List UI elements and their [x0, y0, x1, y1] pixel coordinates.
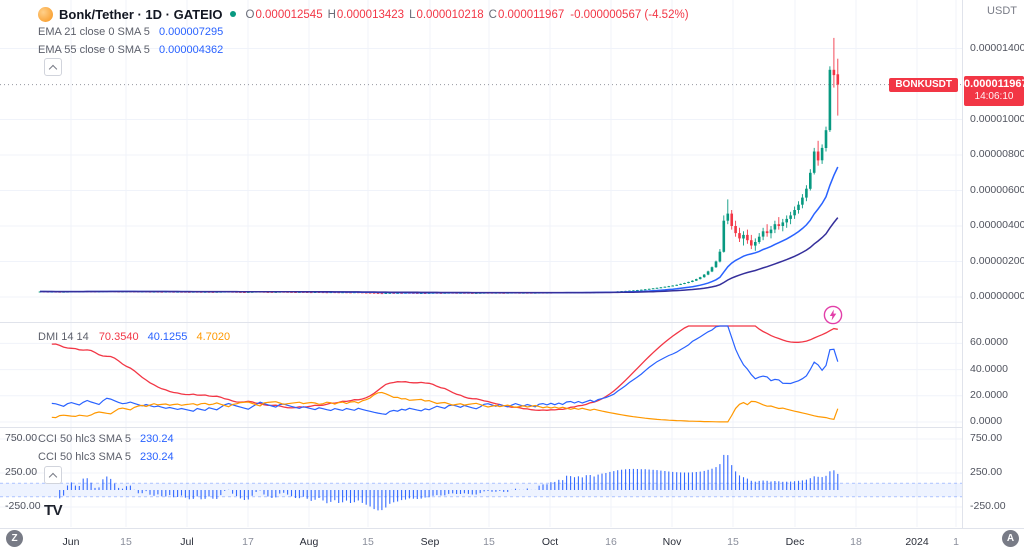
ohlc-label: H — [327, 9, 336, 21]
time-label: 18 — [850, 536, 862, 548]
pane-separator[interactable] — [0, 427, 1024, 428]
ohlc-value: 0.000012545 — [255, 9, 323, 21]
time-label: 1 — [953, 536, 959, 548]
scale-tick: 0.0000 — [970, 415, 1003, 427]
time-label: 17 — [242, 536, 254, 548]
scale-tick: 250.00 — [970, 466, 1003, 478]
study-legend-ema55: EMA 55 close 0 SMA 5 0.000004362 — [38, 44, 223, 56]
adjust-badge[interactable]: A — [1002, 530, 1019, 547]
time-label: Jun — [62, 536, 80, 548]
chart-legend: Bonk/Tether · 1D · GATEIO O0.000012545 H0… — [38, 5, 689, 23]
scale-tick: 0.000000000 — [970, 290, 1024, 302]
tradingview-logo[interactable]: TV — [44, 502, 63, 519]
ohlc-value: 0.000013423 — [336, 9, 405, 21]
collapse-pane-button[interactable] — [44, 466, 62, 484]
change-value: -0.000000567 (-4.52%) — [570, 9, 689, 21]
time-label: Aug — [299, 536, 319, 548]
collapse-pane-button[interactable] — [44, 58, 62, 76]
time-label: Sep — [420, 536, 440, 548]
scale-tick: 60.0000 — [970, 336, 1008, 349]
symbol-price-tag[interactable]: BONKUSDT — [889, 78, 958, 92]
ohlc-label: O — [245, 9, 255, 21]
ohlc-row: O0.000012545 H0.000013423 L0.000010218 C0.0… — [240, 5, 688, 23]
time-axis[interactable]: Jun 15 Jul 17 Aug 15 Sep 15 Oct 16 Nov 15 Dec 18 2024 1 — [0, 528, 1024, 554]
study-value: 0.000004362 — [158, 44, 224, 56]
study-legend-ema21: EMA 21 close 0 SMA 5 0.000007295 — [38, 26, 223, 38]
study-label: CCI 50 hlc3 SMA 5 — [38, 433, 131, 445]
ohlc-label: L — [409, 9, 416, 21]
time-label: 2024 — [905, 536, 929, 548]
symbol-title[interactable]: Bonk/Tether · 1D · GATEIO — [59, 6, 223, 22]
flash-icon[interactable] — [823, 305, 843, 325]
ohlc-label: C — [488, 9, 497, 21]
countdown-timer: 14:06:10 — [974, 91, 1014, 102]
time-label: 15 — [120, 536, 132, 548]
ohlc-value: 0.000010218 — [416, 9, 484, 21]
timezone-badge[interactable]: Z — [6, 530, 23, 547]
market-status-dot — [230, 11, 237, 17]
study-label: EMA 55 close 0 SMA 5 — [38, 44, 150, 56]
cci-legend-1: CCI 50 hlc3 SMA 5 230.24 — [38, 433, 174, 445]
bonk-logo-icon — [38, 6, 53, 22]
dmi-plus-di-value: 40.1255 — [147, 331, 188, 343]
time-label: 16 — [605, 536, 617, 548]
cci-legend-2: CCI 50 hlc3 SMA 5 230.24 — [38, 451, 174, 463]
scale-tick: 750.00 — [970, 432, 1003, 444]
study-label: CCI 50 hlc3 SMA 5 — [38, 451, 131, 463]
dmi-adx-value: 70.3540 — [98, 331, 139, 343]
time-label: Nov — [662, 536, 682, 548]
last-price-badge: 0.000011967 14:06:10 — [964, 76, 1024, 106]
dmi-minus-di-value: 4.7020 — [196, 331, 231, 343]
cci-value: 230.24 — [140, 451, 174, 463]
scale-tick: -250.00 — [970, 500, 1006, 512]
study-label: EMA 21 close 0 SMA 5 — [38, 26, 150, 38]
study-value: 0.000007295 — [158, 26, 224, 38]
time-label: Dec — [785, 536, 805, 548]
time-label: Jul — [180, 536, 194, 548]
cci-value: 230.24 — [140, 433, 174, 445]
dmi-legend: DMI 14 14 70.3540 40.1255 4.7020 — [38, 331, 230, 343]
scale-currency-label: USDT — [987, 5, 1017, 17]
ohlc-value: 0.000011967 — [497, 9, 565, 21]
pane-separator[interactable] — [0, 322, 1024, 323]
scale-tick: 40.0000 — [970, 362, 1008, 375]
time-label: 15 — [483, 536, 495, 548]
scale-tick: 20.0000 — [970, 388, 1008, 401]
study-label: DMI 14 14 — [38, 331, 89, 343]
time-label: 15 — [362, 536, 374, 548]
time-label: 15 — [727, 536, 739, 548]
last-price-value: 0.000011967 — [964, 78, 1024, 90]
time-label: Oct — [541, 536, 559, 548]
